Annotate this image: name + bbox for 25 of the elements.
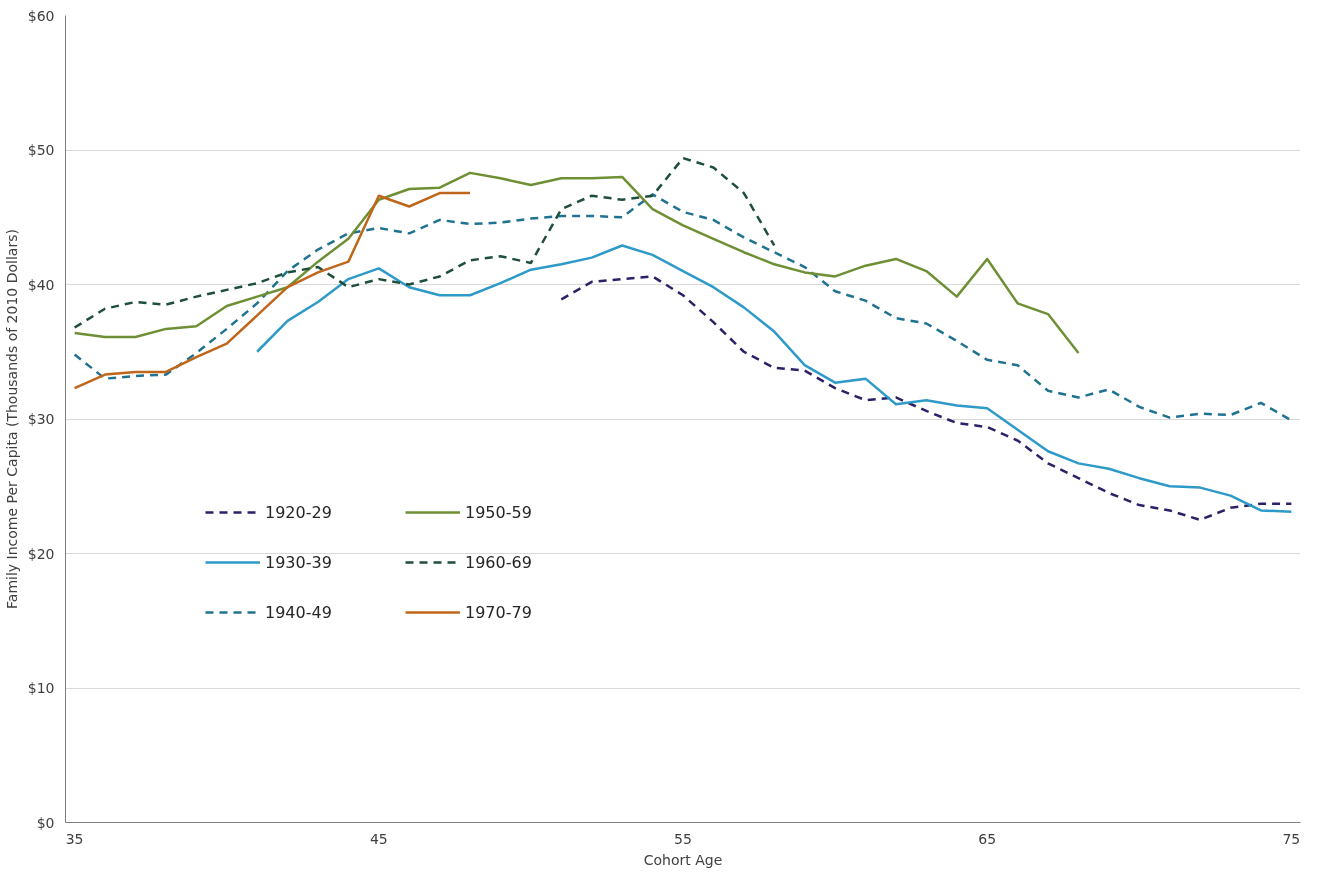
line-series <box>560 275 1293 522</box>
x-axis-title: Cohort Age <box>643 851 723 868</box>
x-tick-label: 35 <box>65 830 84 847</box>
y-tick-label: $30 <box>27 411 55 427</box>
legend-label: 1970-79 <box>465 602 533 622</box>
line-series <box>73 193 1293 422</box>
y-axis-title: Family Income Per Capita (Thousands of 2010 Dollars) <box>3 229 20 609</box>
legend-label: 1930-39 <box>265 552 333 572</box>
legend-label: 1960-69 <box>465 552 533 572</box>
y-tick-label: $60 <box>27 7 55 24</box>
y-tick-label: $10 <box>27 680 55 696</box>
y-tick-label: $20 <box>27 545 55 562</box>
x-tick-label: 45 <box>369 830 388 847</box>
legend-label: 1940-49 <box>265 602 333 622</box>
x-tick-label: 75 <box>1282 830 1301 847</box>
y-tick-label: $40 <box>27 276 55 293</box>
x-tick-label: 55 <box>674 830 692 847</box>
y-tick-label: $0 <box>36 814 55 831</box>
line-series <box>73 156 776 329</box>
y-tick-label: $50 <box>27 142 55 158</box>
line-series <box>73 171 1080 355</box>
legend-label: 1920-29 <box>265 502 333 522</box>
legend-label: 1950-59 <box>465 502 533 522</box>
line-series <box>73 191 472 390</box>
x-tick-label: 65 <box>978 830 997 847</box>
